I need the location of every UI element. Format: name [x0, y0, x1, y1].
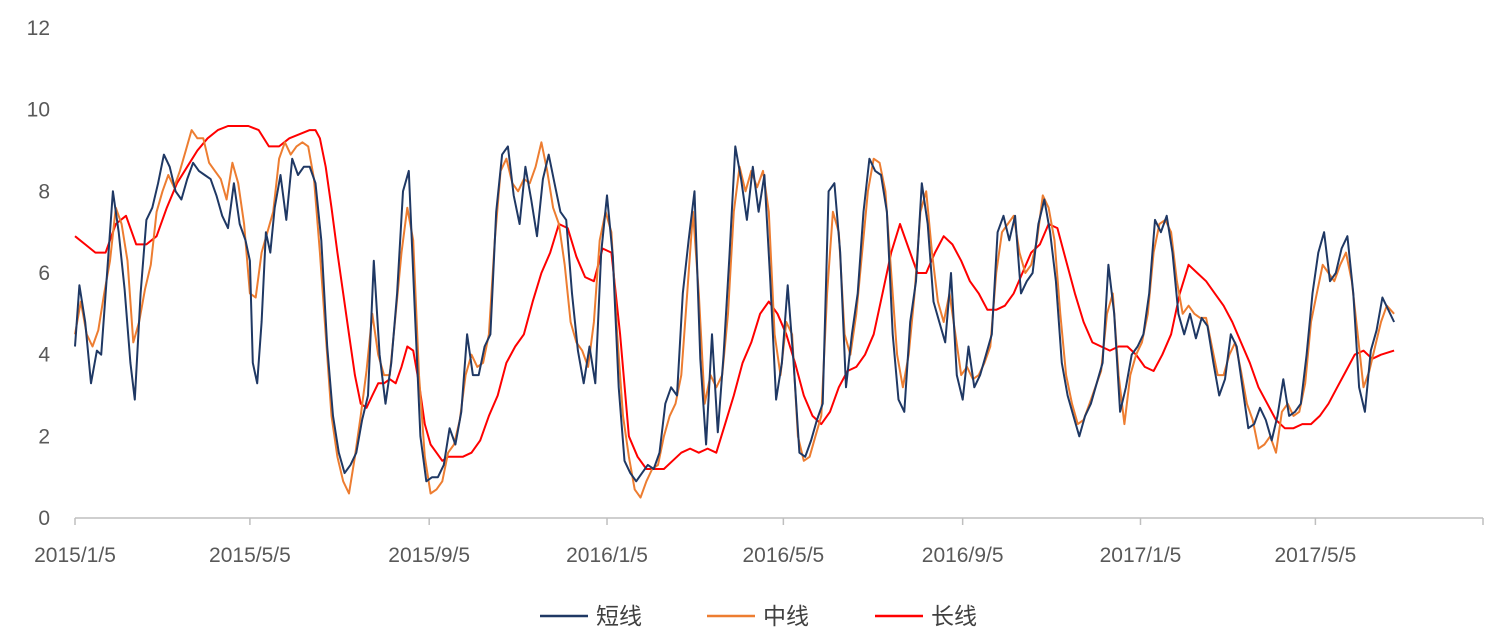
plot-lines [74, 125, 1396, 499]
x-tick-label: 2017/5/5 [1275, 544, 1357, 567]
legend-label: 短线 [596, 604, 642, 630]
legend-item: 长线 [875, 604, 977, 630]
x-tick-label: 2016/5/5 [742, 544, 824, 567]
y-tick-label: 4 [38, 344, 50, 367]
series-line-short [74, 145, 1396, 483]
legend-item: 短线 [540, 604, 642, 630]
x-tick-label: 2017/1/5 [1100, 544, 1182, 567]
x-axis-tick-labels: 2015/1/5 2015/5/5 2015/9/5 2016/1/5 2016/5/5… [34, 544, 1356, 567]
x-tick-label: 2015/1/5 [34, 544, 116, 567]
legend-item: 中线 [707, 604, 809, 630]
x-tick-label: 2015/5/5 [209, 544, 291, 567]
x-tick-label: 2016/1/5 [566, 544, 648, 567]
legend: 短线 中线 长线 [540, 604, 977, 630]
legend-label: 长线 [931, 604, 977, 630]
y-axis-tick-labels: 0 2 4 6 8 10 12 [27, 17, 51, 530]
y-tick-label: 12 [27, 17, 50, 40]
y-tick-label: 8 [38, 180, 50, 203]
series-line-mid [74, 129, 1395, 499]
series-line-long [74, 125, 1395, 470]
x-tick-label: 2015/9/5 [388, 544, 470, 567]
x-axis-ticks [74, 518, 1484, 525]
y-tick-label: 0 [38, 507, 50, 530]
x-tick-label: 2016/9/5 [922, 544, 1004, 567]
y-tick-label: 2 [38, 425, 50, 448]
legend-label: 中线 [763, 604, 809, 630]
y-tick-label: 6 [38, 262, 50, 285]
y-tick-label: 10 [27, 99, 50, 122]
